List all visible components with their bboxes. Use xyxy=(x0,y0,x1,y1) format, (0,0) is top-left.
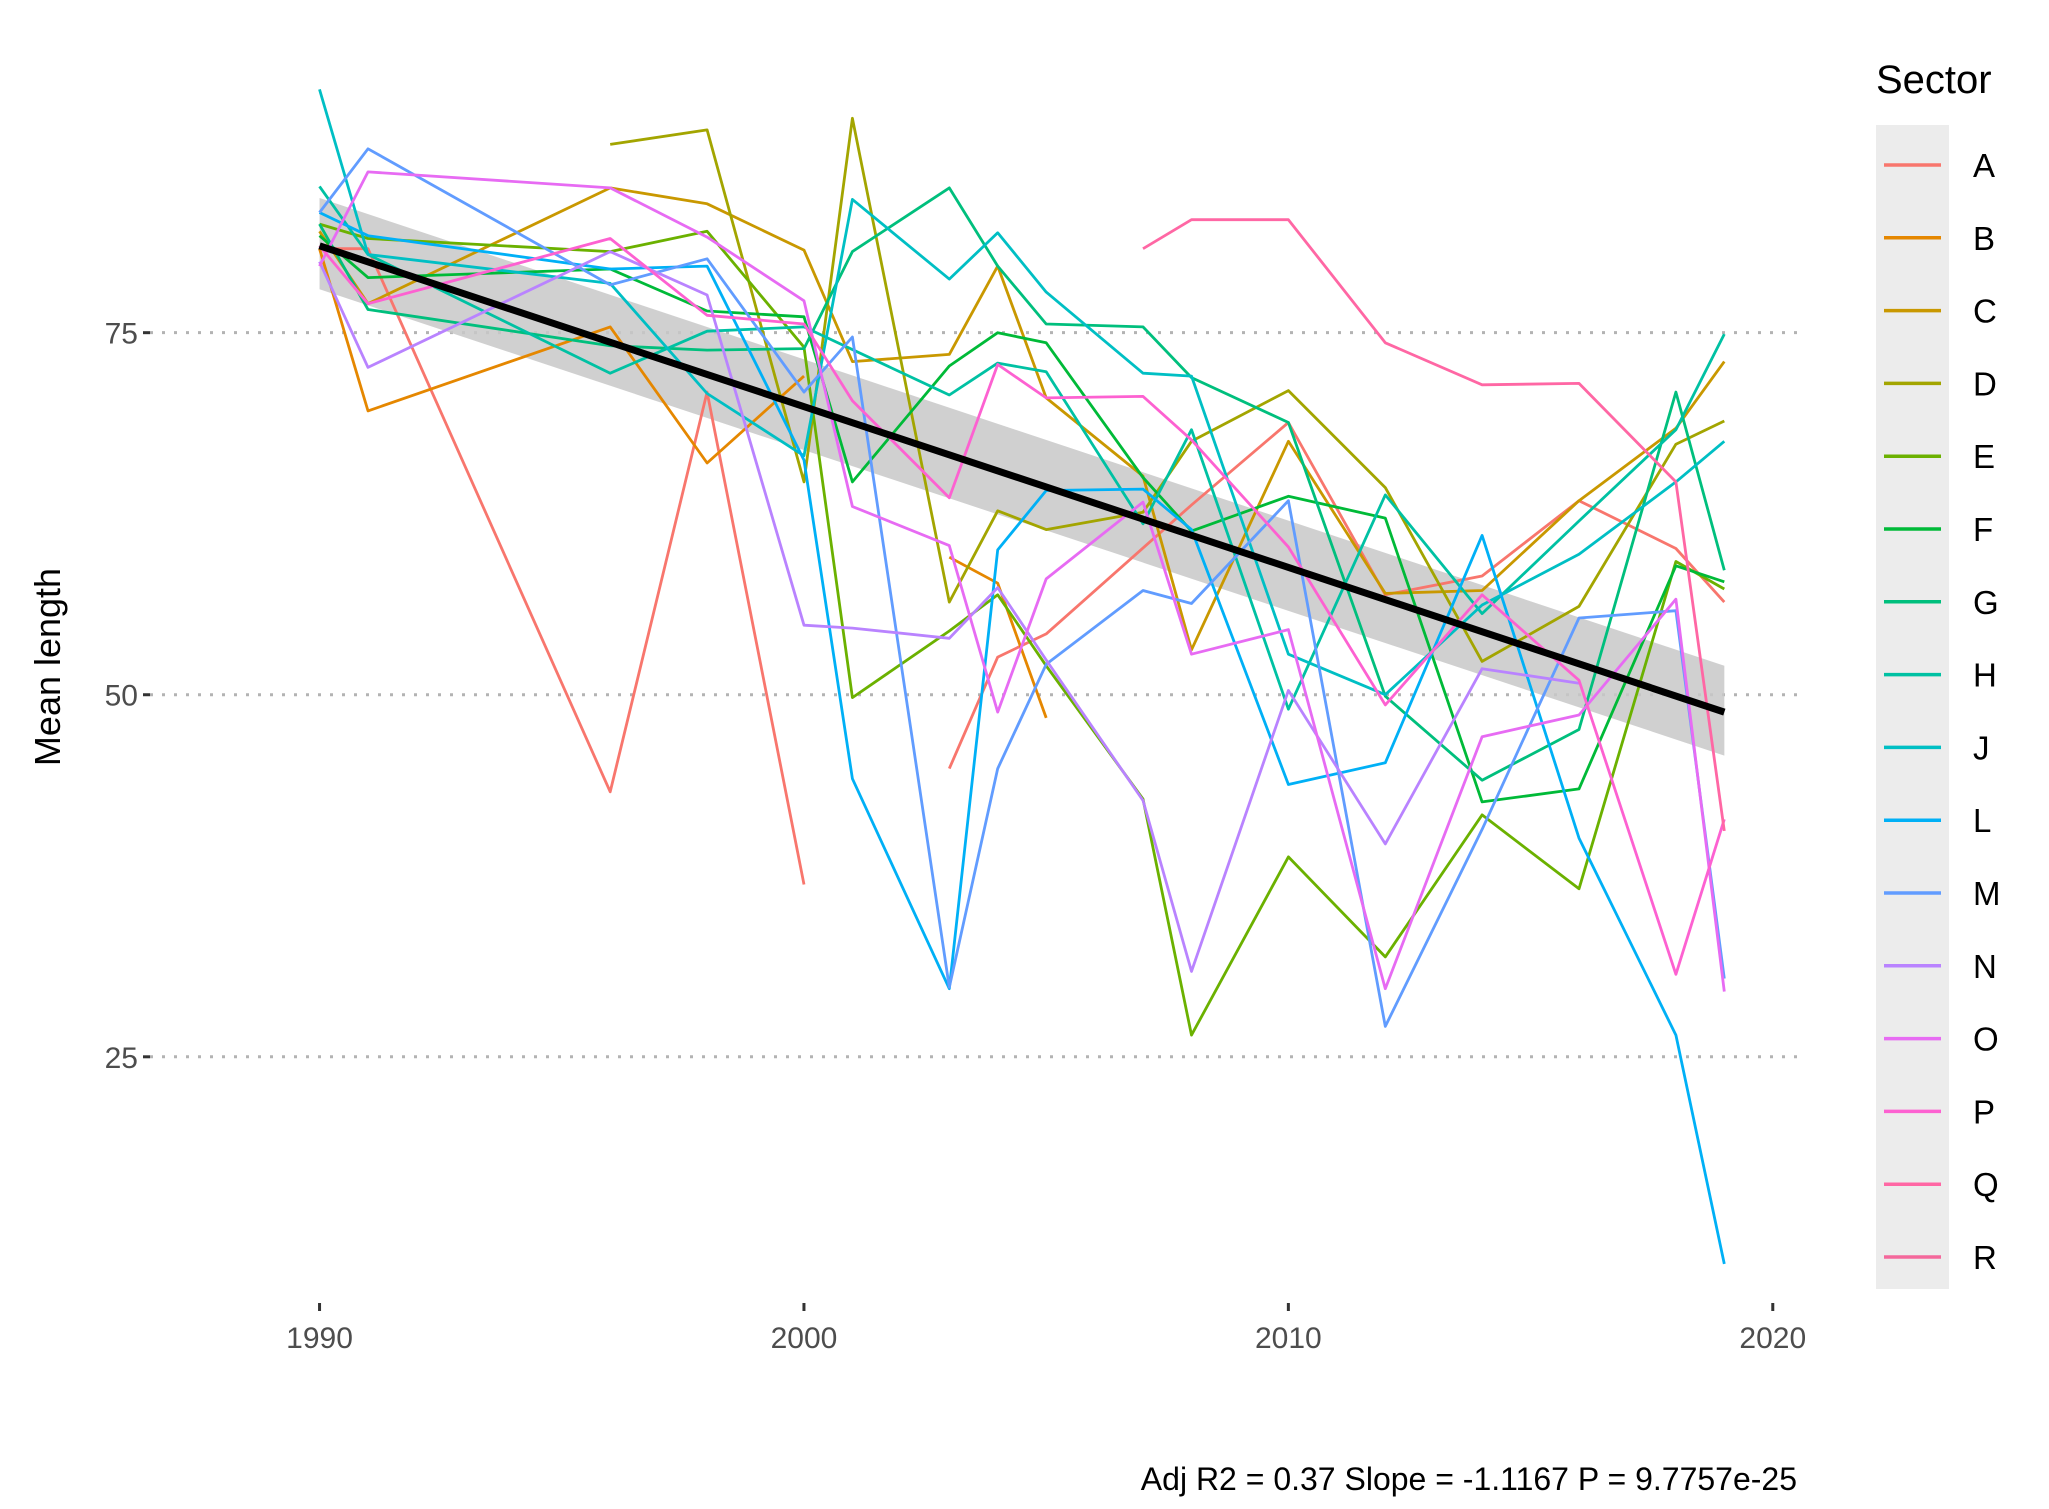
series-line-d xyxy=(609,116,1725,663)
y-axis-label: Mean length xyxy=(27,568,68,766)
legend-label-f: F xyxy=(1973,511,1993,548)
series-line-m xyxy=(318,147,1726,1028)
x-tick-label: 2010 xyxy=(1255,1322,1322,1355)
series-line-q xyxy=(1142,218,1726,832)
x-tick-label: 2020 xyxy=(1739,1322,1806,1355)
series-line-j xyxy=(318,89,1726,697)
series-line-h xyxy=(318,185,1726,711)
series-line-g xyxy=(318,186,1726,782)
legend-label-d: D xyxy=(1973,365,1997,402)
legend-label-c: C xyxy=(1973,293,1997,330)
series-line-b xyxy=(948,555,1048,719)
legend-label-r: R xyxy=(1973,1239,1997,1276)
x-tick-label: 2000 xyxy=(771,1322,838,1355)
series-line-n xyxy=(318,250,1580,973)
legend-label-e: E xyxy=(1973,438,1995,475)
series-line-o xyxy=(318,170,1726,992)
axes: 25 50 75 1990 2000 2010 2020 xyxy=(105,318,1807,1355)
y-tick-label: 25 xyxy=(105,1042,138,1075)
legend-label-l: L xyxy=(1973,802,1991,839)
legend-key-background xyxy=(1876,125,1949,1289)
legend-label-j: J xyxy=(1973,729,1990,766)
series-line-a xyxy=(319,247,806,885)
legend-label-p: P xyxy=(1973,1093,1995,1130)
legend-label-q: Q xyxy=(1973,1166,1999,1203)
legend-label-a: A xyxy=(1973,147,1995,184)
trend-line-group xyxy=(318,242,1726,716)
legend-label-g: G xyxy=(1973,584,1999,621)
legend-label-o: O xyxy=(1973,1021,1999,1058)
model-fit-annotation: Adj R2 = 0.37 Slope = -1.1167 P = 9.7757… xyxy=(1141,1461,1797,1497)
series-line-p xyxy=(318,237,1726,976)
y-tick-label: 75 xyxy=(105,318,138,351)
legend-label-b: B xyxy=(1973,220,1995,257)
legend-label-h: H xyxy=(1973,657,1997,694)
x-tick-label: 1990 xyxy=(286,1322,353,1355)
legend-label-n: N xyxy=(1973,948,1997,985)
legend-title: Sector xyxy=(1876,58,1992,102)
series-line-f xyxy=(318,234,1725,804)
trend-line xyxy=(318,242,1726,716)
legend-label-m: M xyxy=(1973,875,2001,912)
series-line-b xyxy=(318,248,805,465)
y-tick-label: 50 xyxy=(105,680,138,713)
